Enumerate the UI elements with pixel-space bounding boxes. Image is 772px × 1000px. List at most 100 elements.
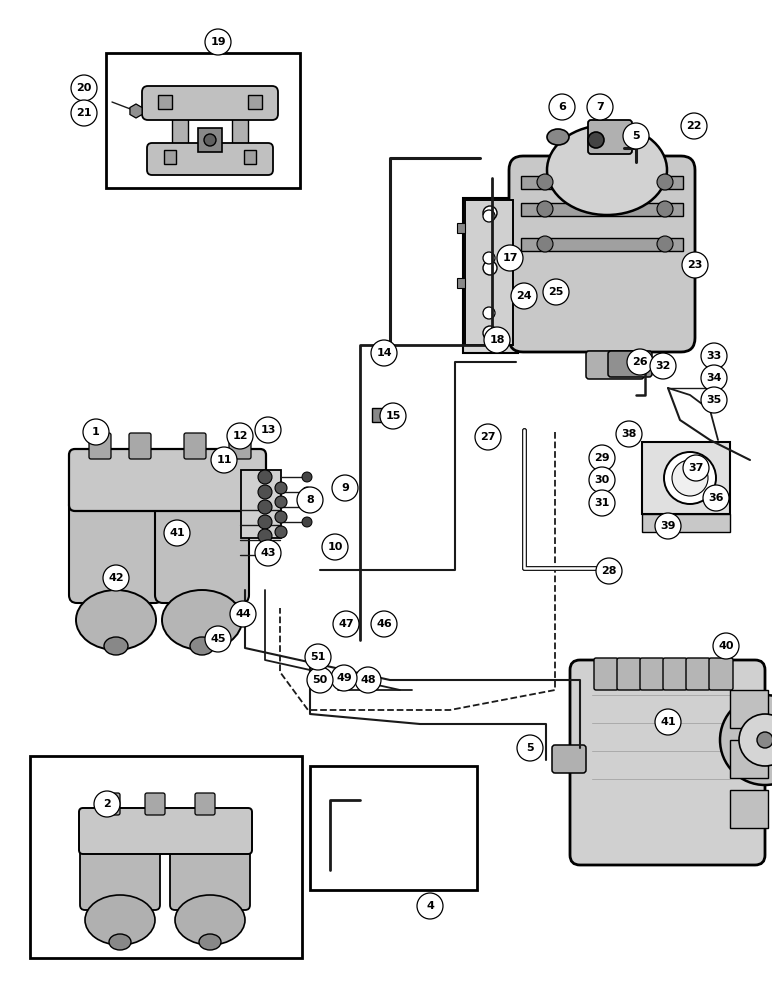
- Circle shape: [307, 667, 333, 693]
- Text: 9: 9: [341, 483, 349, 493]
- Bar: [372, 408, 394, 422]
- FancyBboxPatch shape: [145, 793, 165, 815]
- Circle shape: [589, 490, 615, 516]
- Text: 47: 47: [338, 619, 354, 629]
- Circle shape: [475, 424, 501, 450]
- Text: 48: 48: [361, 675, 376, 685]
- Bar: [521, 203, 683, 216]
- FancyBboxPatch shape: [640, 658, 664, 690]
- Circle shape: [371, 340, 397, 366]
- Circle shape: [103, 565, 129, 591]
- Circle shape: [94, 791, 120, 817]
- Bar: [521, 176, 683, 189]
- Circle shape: [371, 611, 397, 637]
- Circle shape: [302, 502, 312, 512]
- Bar: [158, 95, 172, 109]
- FancyBboxPatch shape: [229, 433, 251, 459]
- Circle shape: [258, 470, 272, 484]
- FancyBboxPatch shape: [586, 351, 644, 379]
- Circle shape: [711, 349, 725, 363]
- Text: 28: 28: [601, 566, 617, 576]
- Bar: [198, 128, 222, 152]
- Bar: [730, 740, 768, 778]
- FancyBboxPatch shape: [69, 449, 266, 511]
- Circle shape: [255, 540, 281, 566]
- Circle shape: [757, 732, 772, 748]
- Ellipse shape: [104, 637, 128, 655]
- Circle shape: [483, 206, 497, 220]
- Circle shape: [258, 529, 272, 543]
- Text: 38: 38: [621, 429, 637, 439]
- Text: 35: 35: [706, 395, 722, 405]
- FancyBboxPatch shape: [617, 658, 641, 690]
- FancyBboxPatch shape: [80, 845, 160, 910]
- Circle shape: [227, 423, 253, 449]
- Circle shape: [650, 353, 676, 379]
- Circle shape: [258, 485, 272, 499]
- Circle shape: [275, 496, 287, 508]
- Text: 32: 32: [655, 361, 671, 371]
- Circle shape: [703, 485, 729, 511]
- Bar: [164, 150, 176, 164]
- Circle shape: [681, 113, 707, 139]
- FancyBboxPatch shape: [552, 745, 586, 773]
- Text: 43: 43: [260, 548, 276, 558]
- Circle shape: [589, 445, 615, 471]
- Circle shape: [83, 419, 109, 445]
- Circle shape: [588, 132, 604, 148]
- Circle shape: [701, 343, 727, 369]
- FancyBboxPatch shape: [195, 793, 215, 815]
- Circle shape: [258, 515, 272, 529]
- Circle shape: [537, 236, 553, 252]
- Text: 4: 4: [426, 901, 434, 911]
- Circle shape: [720, 695, 772, 785]
- Text: 20: 20: [76, 83, 92, 93]
- Circle shape: [739, 714, 772, 766]
- Text: 27: 27: [480, 432, 496, 442]
- Circle shape: [483, 210, 495, 222]
- Bar: [465, 200, 513, 345]
- FancyBboxPatch shape: [509, 156, 695, 352]
- Text: 24: 24: [516, 291, 532, 301]
- Text: 25: 25: [548, 287, 564, 297]
- FancyBboxPatch shape: [570, 660, 765, 865]
- FancyBboxPatch shape: [155, 497, 249, 603]
- Circle shape: [484, 327, 510, 353]
- Circle shape: [322, 534, 348, 560]
- Circle shape: [255, 417, 281, 443]
- Circle shape: [258, 500, 272, 514]
- FancyBboxPatch shape: [594, 658, 618, 690]
- Ellipse shape: [199, 934, 221, 950]
- FancyBboxPatch shape: [686, 658, 710, 690]
- Text: 6: 6: [558, 102, 566, 112]
- Circle shape: [655, 513, 681, 539]
- Circle shape: [616, 421, 642, 447]
- Text: 41: 41: [660, 717, 676, 727]
- Circle shape: [517, 735, 543, 761]
- Text: 17: 17: [503, 253, 518, 263]
- FancyBboxPatch shape: [69, 497, 163, 603]
- FancyBboxPatch shape: [170, 845, 250, 910]
- Circle shape: [711, 393, 725, 407]
- Text: 19: 19: [210, 37, 226, 47]
- Text: 46: 46: [376, 619, 392, 629]
- Text: 44: 44: [235, 609, 251, 619]
- Text: 22: 22: [686, 121, 702, 131]
- Bar: [30, 756, 302, 958]
- Circle shape: [657, 236, 673, 252]
- Text: 26: 26: [632, 357, 648, 367]
- Circle shape: [672, 460, 708, 496]
- Text: 15: 15: [385, 411, 401, 421]
- Text: 21: 21: [76, 108, 92, 118]
- Circle shape: [596, 558, 622, 584]
- Circle shape: [71, 75, 97, 101]
- Bar: [642, 442, 730, 514]
- FancyBboxPatch shape: [184, 433, 206, 459]
- Circle shape: [302, 517, 312, 527]
- Bar: [106, 53, 300, 188]
- FancyBboxPatch shape: [142, 86, 278, 120]
- Circle shape: [302, 472, 312, 482]
- Ellipse shape: [175, 895, 245, 945]
- Text: 42: 42: [108, 573, 124, 583]
- Bar: [241, 470, 281, 538]
